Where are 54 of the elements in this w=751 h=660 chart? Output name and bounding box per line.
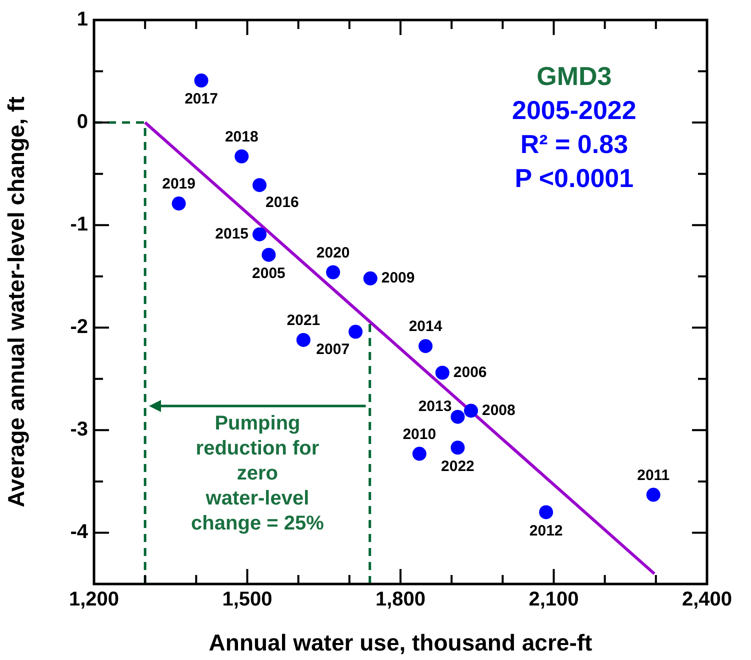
y-axis-title: Average annual water-level change, ft [3, 96, 30, 508]
y-tick-label: -3 [70, 418, 88, 441]
point [172, 196, 186, 211]
x-tick-label: 2,400 [682, 588, 732, 611]
y-tick-label: -1 [70, 214, 88, 236]
annotation: 2009 [381, 270, 415, 287]
annotation: 2021 [286, 312, 320, 330]
annotation: 2014 [408, 318, 443, 336]
annotation: GMD3 [536, 61, 612, 92]
point [464, 404, 478, 418]
point [252, 178, 267, 192]
annotation: 2015 [215, 225, 249, 242]
point [412, 446, 426, 461]
point [418, 339, 433, 354]
x-axis-title: Annual water use, thousand acre-ft [208, 630, 593, 656]
annotation: 2019 [162, 176, 196, 193]
point [539, 505, 554, 520]
annotation: 2008 [482, 402, 516, 419]
annotation: 2013 [418, 398, 452, 415]
annotation: 2005 [252, 264, 286, 282]
annotation: P <0.0001 [514, 163, 634, 194]
point [435, 366, 450, 380]
annotation: 2007 [316, 340, 350, 358]
x-tick-label: 2,100 [528, 588, 579, 611]
annotation: 2012 [529, 522, 563, 540]
point [252, 227, 267, 242]
x-tick-label: 1,500 [222, 588, 272, 611]
point [646, 488, 660, 502]
x-tick-label: 1,800 [375, 588, 426, 611]
annotation: 2022 [441, 458, 474, 475]
annotation: 2020 [316, 244, 350, 262]
point [326, 265, 340, 280]
point [234, 149, 249, 164]
point [194, 74, 208, 88]
annotation: 2005-2022 [512, 95, 636, 126]
x-tick-label: 1,200 [68, 588, 120, 611]
point [450, 410, 465, 424]
y-tick-label: 1 [76, 8, 88, 31]
y-tick-label: -4 [70, 521, 89, 544]
point [450, 440, 465, 455]
y-tick-label: 0 [76, 111, 88, 134]
annotation: 2010 [402, 426, 436, 443]
annotation: 2011 [637, 466, 670, 484]
annotation: 2006 [453, 364, 487, 381]
point [262, 248, 276, 262]
annotation: 2018 [224, 128, 258, 146]
y-tick-label: -2 [70, 316, 88, 338]
point [348, 324, 363, 339]
point [296, 332, 310, 347]
annotation: 2017 [184, 90, 218, 108]
annotation: 2016 [266, 194, 299, 212]
annotation: R² = 0.83 [520, 129, 628, 160]
annotation: Pumping reduction for zero water-level change = 25% [191, 412, 324, 535]
point [363, 271, 378, 286]
